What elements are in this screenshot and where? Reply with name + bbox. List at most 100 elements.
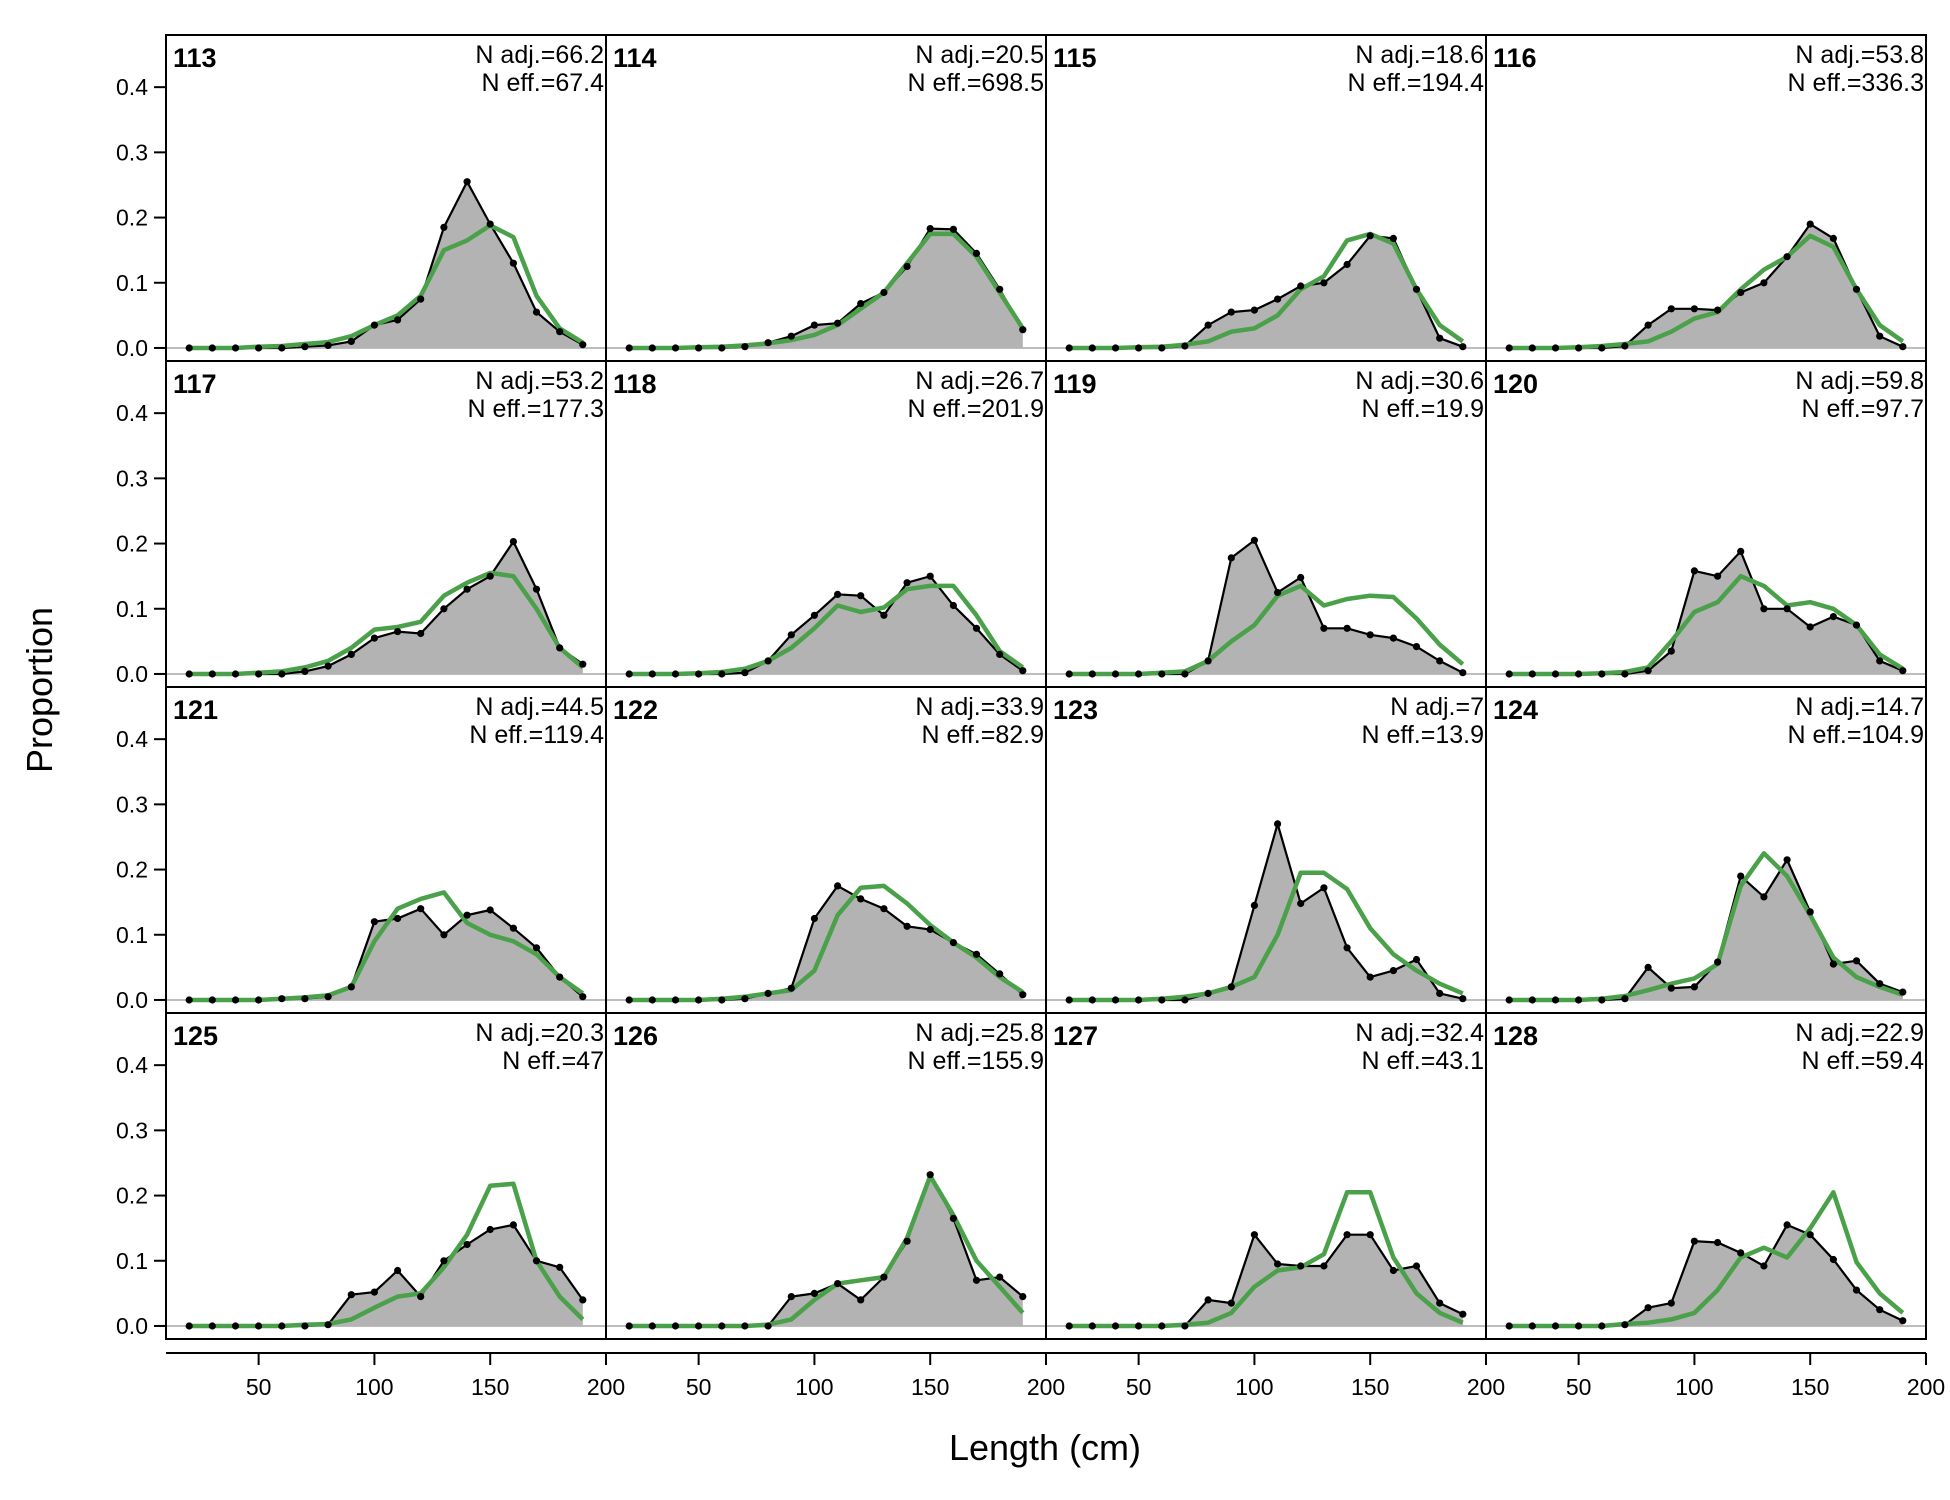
observed-point: [1575, 670, 1583, 678]
panel-label: 121: [173, 695, 218, 725]
observed-point: [949, 225, 958, 233]
observed-point: [208, 344, 216, 352]
observed-point: [1412, 1262, 1421, 1270]
observed-point: [810, 611, 819, 619]
observed-point: [1250, 1231, 1258, 1239]
expected-line: [189, 890, 585, 1003]
y-tick-label: 0.0: [116, 1313, 148, 1339]
observed-point: [648, 1322, 656, 1330]
n-eff-label: N eff.=177.3: [468, 395, 604, 423]
expected-line: [1069, 870, 1464, 1003]
observed-point: [486, 906, 494, 914]
observed-point: [231, 670, 240, 678]
observed-point: [463, 1240, 471, 1249]
observed-point: [1899, 343, 1907, 351]
panel-label: 128: [1493, 1021, 1538, 1051]
observed-point: [972, 1276, 981, 1284]
observed-point: [255, 670, 263, 678]
observed-point: [1297, 282, 1305, 290]
observed-area: [189, 541, 583, 674]
observed-point: [463, 911, 471, 919]
n-eff-label: N eff.=59.4: [1801, 1047, 1924, 1075]
y-tick-label: 0.1: [116, 596, 148, 622]
observed-point: [1181, 1322, 1189, 1330]
observed-point: [857, 1296, 865, 1304]
observed-point: [1436, 334, 1444, 342]
y-tick-label: 0.4: [116, 1052, 148, 1078]
observed-point: [1829, 613, 1837, 621]
observed-point: [1158, 344, 1166, 352]
expected-line: [1509, 1190, 1905, 1329]
observed-point: [741, 669, 749, 677]
n-adj-label: N adj.=30.6: [1355, 367, 1484, 395]
panel-127: 127 N adj.=32.4N eff.=43.1: [1045, 1012, 1487, 1340]
observed-point: [718, 670, 726, 678]
observed-point: [764, 657, 772, 665]
observed-point: [255, 996, 263, 1004]
observed-point: [231, 996, 240, 1004]
observed-point: [1274, 295, 1282, 303]
observed-point: [1852, 1286, 1861, 1294]
observed-point: [787, 1293, 795, 1301]
observed-point: [1412, 955, 1421, 964]
observed-point: [1575, 1322, 1583, 1330]
observed-point: [810, 321, 819, 329]
x-axis: 50 100 150 200: [166, 1352, 625, 1400]
observed-point: [394, 628, 402, 636]
observed-point: [1667, 984, 1675, 992]
observed-point: [1505, 670, 1513, 678]
observed-point: [1135, 996, 1143, 1004]
y-tick-label: 0.3: [116, 791, 148, 817]
observed-point: [301, 1322, 309, 1330]
observed-point: [1644, 321, 1652, 329]
observed-point: [1088, 670, 1096, 678]
y-tick-label: 0.3: [116, 1117, 148, 1143]
observed-point: [1111, 996, 1120, 1004]
observed-point: [1065, 670, 1073, 678]
observed-point: [324, 993, 332, 1001]
observed-point: [1343, 944, 1351, 952]
observed-point: [1505, 1322, 1513, 1330]
observed-point: [1737, 1249, 1745, 1257]
expected-line: [1069, 1190, 1464, 1329]
observed-point: [579, 993, 587, 1001]
expected-line: [629, 1173, 1025, 1329]
n-eff-label: N eff.=119.4: [469, 721, 604, 749]
observed-point: [1806, 220, 1814, 228]
observed-point: [185, 344, 193, 352]
observed-point: [278, 995, 286, 1003]
observed-point: [1528, 670, 1536, 678]
observed-point: [857, 300, 865, 308]
observed-point: [625, 670, 633, 678]
observed-point: [787, 332, 795, 340]
observed-point: [1644, 667, 1652, 675]
observed-point: [787, 984, 795, 992]
n-adj-label: N adj.=22.9: [1795, 1019, 1924, 1047]
observed-point: [1459, 995, 1467, 1003]
observed-point: [1366, 1231, 1374, 1239]
observed-point: [324, 341, 332, 349]
panel-119: 119 N adj.=30.6N eff.=19.9: [1045, 360, 1487, 688]
n-eff-label: N eff.=104.9: [1788, 721, 1924, 749]
observed-point: [440, 605, 448, 613]
observed-point: [1459, 343, 1467, 351]
y-tick-label: 0.0: [116, 335, 148, 361]
x-tick-label: 100: [795, 1374, 833, 1400]
observed-point: [1621, 670, 1629, 678]
observed-point: [718, 344, 726, 352]
observed-point: [1737, 872, 1745, 880]
panel-label: 114: [613, 43, 657, 73]
panel-113: 113 N adj.=66.2N eff.=67.4: [165, 34, 607, 362]
observed-point: [1621, 1321, 1629, 1329]
observed-point: [625, 344, 633, 352]
observed-point: [1227, 1299, 1235, 1307]
observed-point: [695, 996, 703, 1004]
observed-point: [1551, 996, 1560, 1004]
observed-area: [629, 228, 1023, 348]
observed-point: [1111, 670, 1120, 678]
observed-area: [629, 1174, 1023, 1326]
observed-point: [1158, 996, 1166, 1004]
panel-115: 115 N adj.=18.6N eff.=194.4: [1045, 34, 1487, 362]
x-tick-label: 150: [1791, 1374, 1829, 1400]
observed-point: [208, 996, 216, 1004]
